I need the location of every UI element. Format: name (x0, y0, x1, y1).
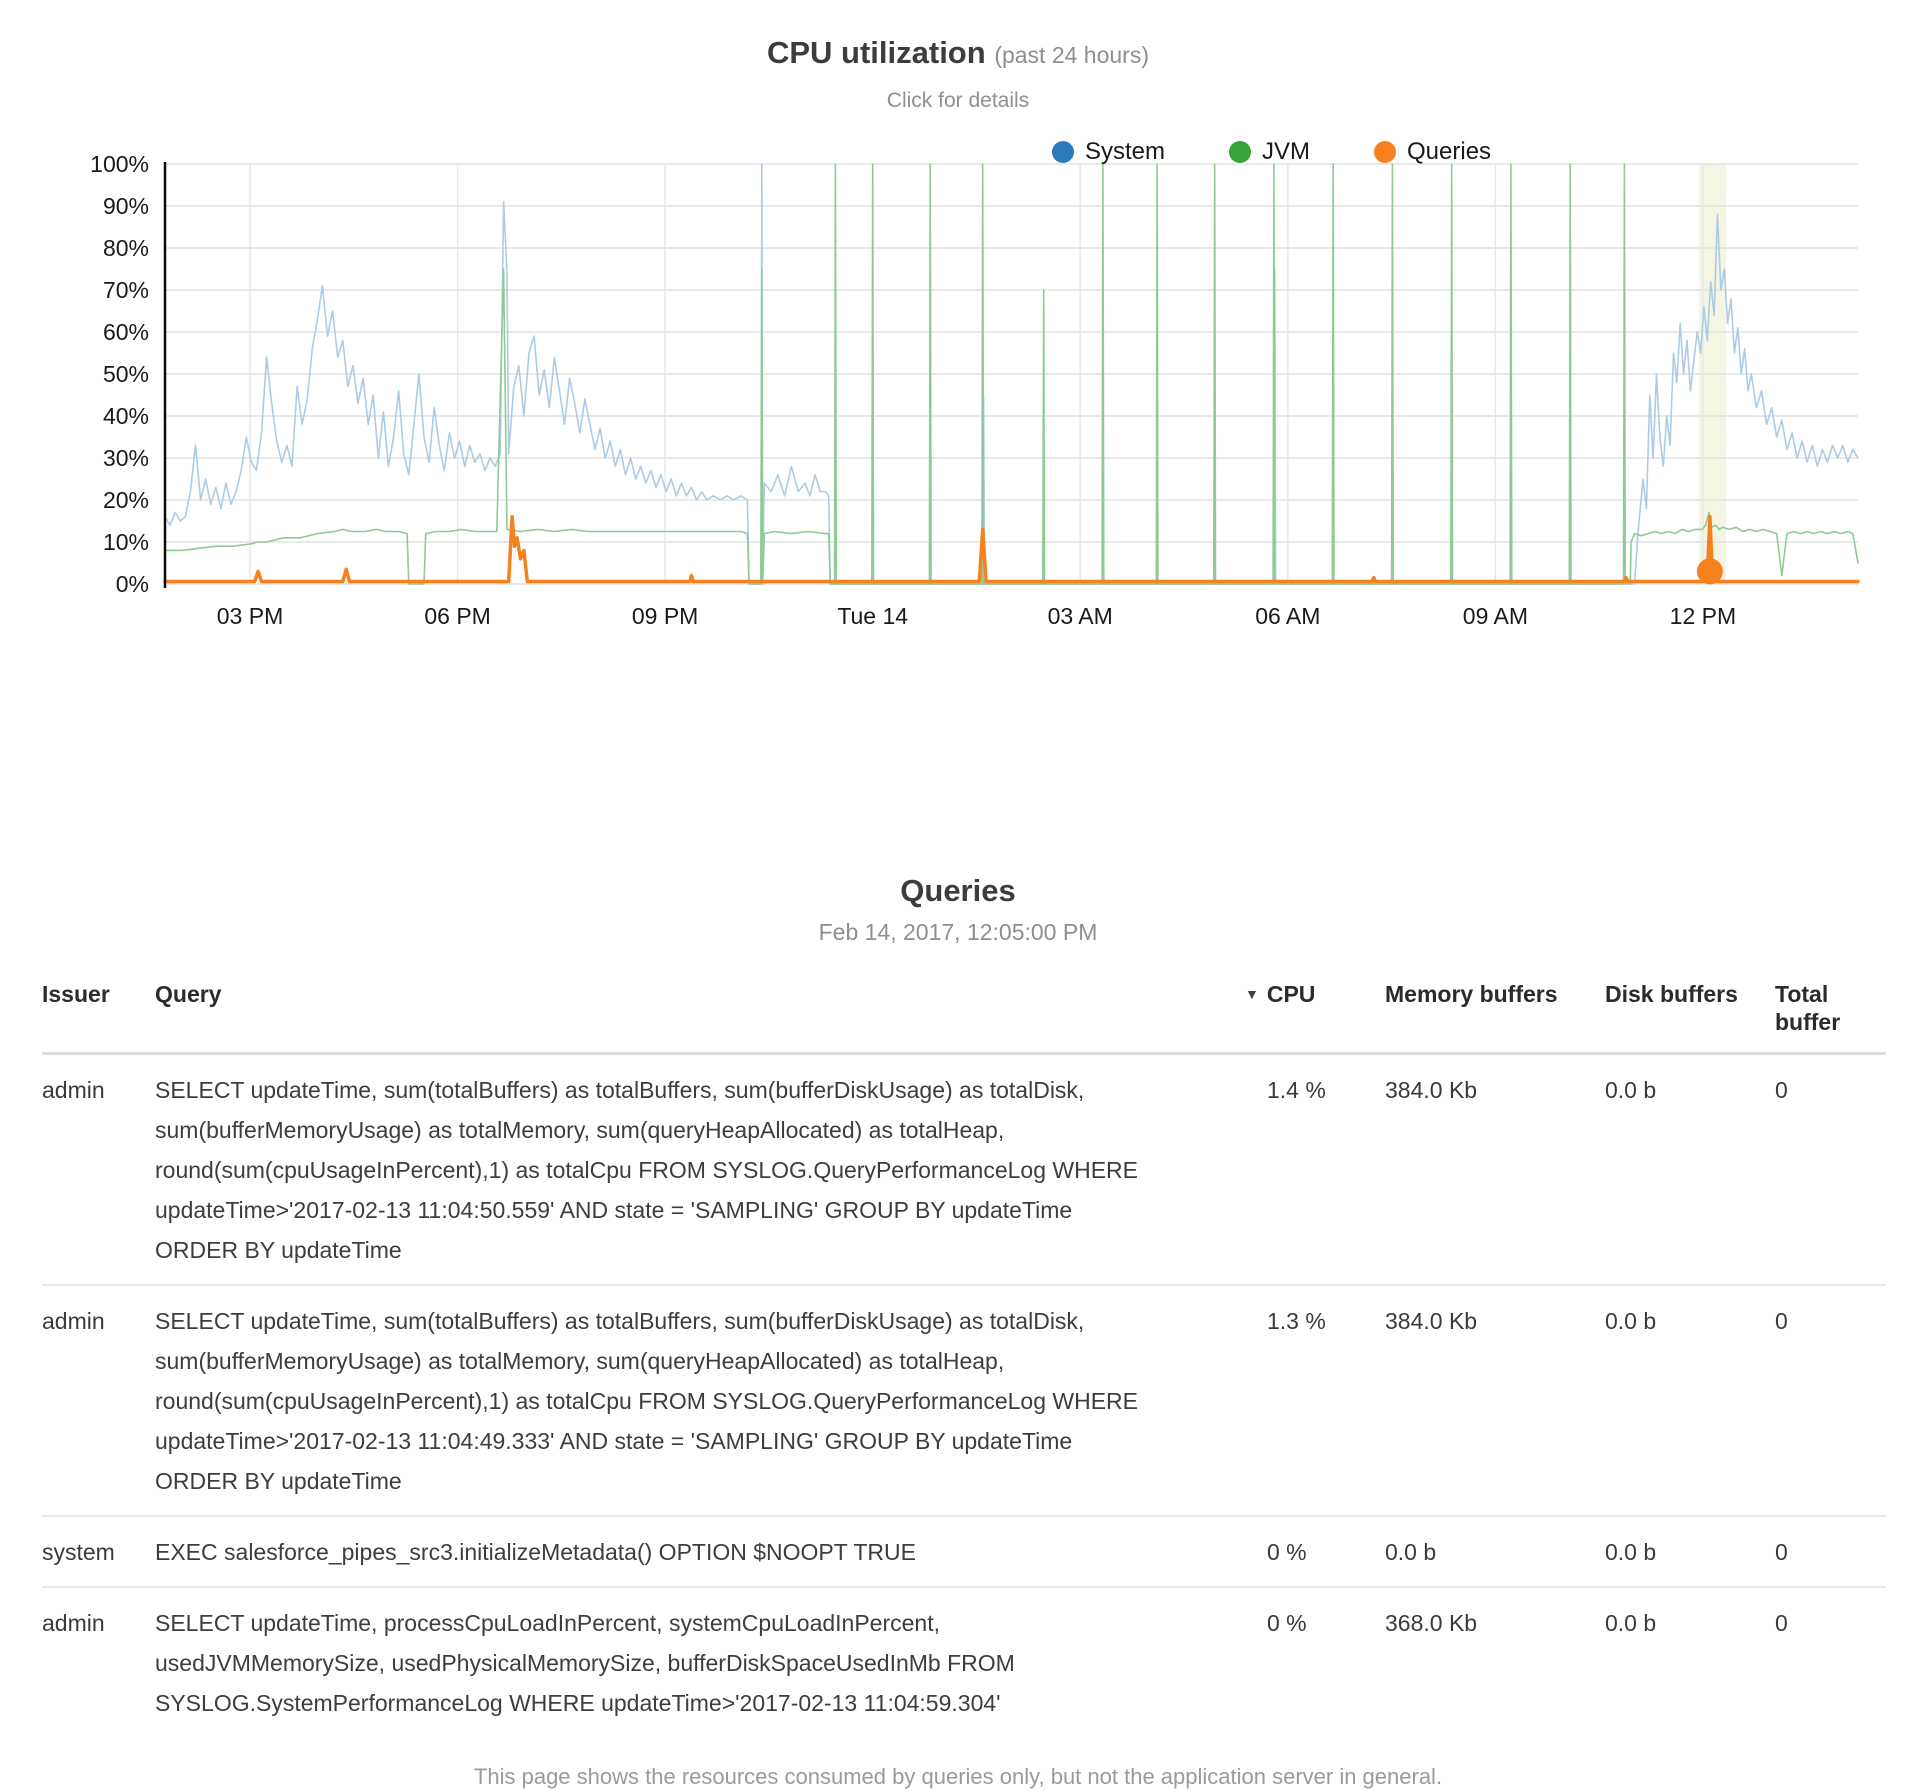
col-header-memory-buffers[interactable]: Memory buffers (1385, 981, 1558, 1007)
cell-cpu: 1.4 % (1267, 1077, 1326, 1103)
cell-issuer: admin (42, 1077, 105, 1103)
series-jvm (164, 163, 1859, 585)
cell-memory: 384.0 Kb (1385, 1077, 1478, 1103)
y-axis-label: 70% (103, 277, 149, 303)
cell-query: SELECT updateTime, sum(totalBuffers) as … (155, 1077, 1138, 1263)
legend-label: System (1085, 138, 1166, 165)
cell-total: 0 (1775, 1308, 1788, 1334)
cell-query: SELECT updateTime, processCpuLoadInPerce… (155, 1610, 1015, 1716)
cell-disk: 0.0 b (1605, 1610, 1657, 1636)
cell-issuer: admin (42, 1610, 105, 1636)
chart-subtitle: Click for details (886, 89, 1030, 112)
table-row[interactable]: system EXEC salesforce_pipes_src3.initial… (42, 1517, 1886, 1588)
y-axis-label: 100% (90, 151, 149, 177)
legend-item-system[interactable]: System (1052, 138, 1165, 166)
col-header-query[interactable]: Query (155, 981, 222, 1007)
y-axis-label: 80% (103, 235, 149, 261)
x-axis-label: Tue 14 (837, 603, 908, 629)
y-axis-label: 60% (103, 319, 149, 345)
cell-query: EXEC salesforce_pipes_src3.initializeMet… (155, 1539, 916, 1565)
x-axis-label: 03 PM (217, 603, 283, 629)
col-header-issuer[interactable]: Issuer (42, 981, 110, 1007)
x-axis-label: 03 AM (1048, 603, 1113, 629)
legend-item-jvm[interactable]: JVM (1229, 138, 1310, 166)
table-row[interactable]: admin SELECT updateTime, sum(totalBuffers… (42, 1286, 1886, 1517)
cell-issuer: system (42, 1539, 115, 1565)
cell-memory: 368.0 Kb (1385, 1610, 1478, 1636)
queries-legend-dot-icon (1374, 141, 1397, 163)
cell-cpu: 1.3 % (1267, 1308, 1326, 1334)
x-axis-label: 09 AM (1463, 603, 1528, 629)
table-body: admin SELECT updateTime, sum(totalBuffers… (42, 1055, 1886, 1737)
chart-title-text: CPU utilization (766, 35, 986, 70)
cell-total: 0 (1775, 1539, 1788, 1565)
cell-query: SELECT updateTime, sum(totalBuffers) as … (155, 1308, 1138, 1494)
chart-area: System JVM Queries 0% 10% 20% 30% 40% 50% 60% 70%… (0, 136, 1916, 636)
y-axis-label: 90% (103, 193, 149, 219)
cell-total: 0 (1775, 1077, 1788, 1103)
y-axis-label: 0% (116, 571, 149, 597)
chart-title-suffix: (past 24 hours) (994, 42, 1150, 68)
col-header-cpu[interactable]: ▼ CPU (1245, 980, 1385, 1036)
footer-note: This page shows the resources consumed b… (473, 1764, 1443, 1789)
y-axis-label: 40% (103, 403, 149, 429)
jvm-legend-dot-icon (1229, 141, 1252, 163)
chart-legend: System JVM Queries (1052, 138, 1491, 166)
series-queries (163, 515, 1860, 584)
y-axis-label: 50% (103, 361, 149, 387)
legend-label: Queries (1407, 138, 1492, 165)
selected-point-marker[interactable] (1696, 558, 1723, 585)
cell-disk: 0.0 b (1605, 1308, 1657, 1334)
y-axis-label: 10% (103, 529, 149, 555)
cell-memory: 384.0 Kb (1385, 1308, 1478, 1334)
system-legend-dot-icon (1052, 141, 1074, 163)
y-axis-label: 20% (103, 487, 149, 513)
x-axis-label: 12 PM (1670, 603, 1736, 629)
x-axis-label: 09 PM (632, 603, 698, 629)
queries-section-title: Queries (900, 873, 1016, 908)
col-header-cpu-label: CPU (1266, 981, 1316, 1007)
legend-item-queries[interactable]: Queries (1374, 138, 1491, 166)
cell-cpu: 0 % (1267, 1610, 1307, 1636)
y-axis-label: 30% (103, 445, 149, 471)
x-axis-label: 06 PM (424, 603, 490, 629)
table-header: Issuer Query ▼ CPU Memory buffers Disk bu… (42, 980, 1886, 1055)
x-axis-label: 06 AM (1255, 603, 1320, 629)
legend-label: JVM (1262, 138, 1311, 165)
series-system (164, 163, 1859, 585)
cell-disk: 0.0 b (1605, 1539, 1657, 1565)
cell-total: 0 (1775, 1610, 1788, 1636)
cell-memory: 0.0 b (1385, 1539, 1437, 1565)
chart-title: CPU utilization (past 24 hours) (0, 0, 1916, 74)
queries-timestamp: Feb 14, 2017, 12:05:00 PM (818, 919, 1098, 945)
col-header-total-buffer[interactable]: Total buffer (1775, 981, 1841, 1035)
cell-cpu: 0 % (1267, 1539, 1307, 1565)
sort-desc-icon: ▼ (1245, 986, 1259, 1002)
cell-disk: 0.0 b (1605, 1077, 1657, 1103)
table-row[interactable]: admin SELECT updateTime, sum(totalBuffers… (42, 1055, 1886, 1286)
cpu-utilization-chart[interactable]: 0% 10% 20% 30% 40% 50% 60% 70% 80% 90% 100% 03 PM 06… (0, 136, 1916, 636)
queries-table: Issuer Query ▼ CPU Memory buffers Disk bu… (0, 980, 1916, 1737)
cell-issuer: admin (42, 1308, 105, 1334)
table-row[interactable]: admin SELECT updateTime, processCpuLoadIn… (42, 1588, 1886, 1737)
col-header-disk-buffers[interactable]: Disk buffers (1605, 981, 1738, 1007)
